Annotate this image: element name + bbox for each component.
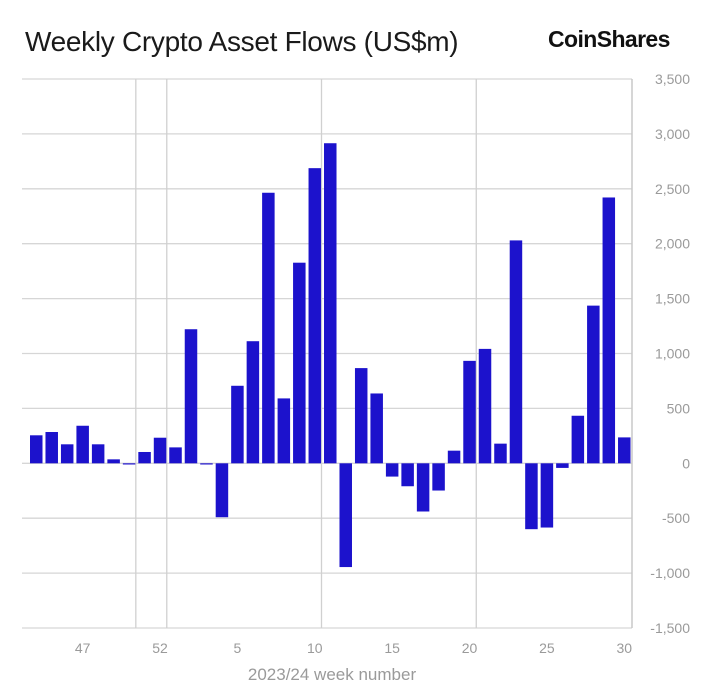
bar-week-23	[509, 240, 523, 464]
x-tick-label: 10	[307, 640, 323, 656]
x-tick-label: 20	[462, 640, 478, 656]
bar-week-19	[447, 450, 461, 464]
bar-week-1	[169, 447, 182, 464]
y-tick-label: -1,000	[650, 565, 690, 581]
y-tick-label: -1,500	[650, 620, 690, 636]
bar-week-45	[45, 432, 58, 464]
bar-week-11	[324, 143, 337, 464]
bar-week-25	[540, 463, 554, 528]
coinshares-logo: CoinShares	[548, 26, 670, 52]
bar-week-21	[478, 348, 492, 464]
bar-week-14	[370, 393, 383, 464]
bar-week-47	[76, 425, 89, 464]
bar-week-22	[494, 443, 507, 464]
bar-week-12	[339, 463, 352, 568]
bar-week-8	[277, 398, 291, 464]
bar-week-5	[231, 385, 244, 464]
bar-week-18	[432, 463, 445, 491]
bar-week-51	[138, 451, 151, 464]
y-tick-label: 1,000	[655, 346, 690, 362]
bar-week-46	[60, 444, 74, 464]
bar-week-7	[262, 192, 275, 464]
x-tick-label: 5	[234, 640, 242, 656]
y-tick-label: 3,500	[655, 71, 690, 87]
bar-week-3	[200, 463, 213, 465]
x-tick-label: 52	[152, 640, 168, 656]
bar-week-28	[587, 305, 600, 464]
bar-week-29	[602, 197, 616, 464]
chart-title: Weekly Crypto Asset Flows (US$m)	[25, 26, 459, 57]
x-tick-label: 25	[539, 640, 555, 656]
bar-week-30	[618, 437, 631, 464]
bar-week-52	[153, 437, 167, 464]
bar-week-16	[401, 463, 414, 487]
y-tick-label: 500	[667, 400, 691, 416]
y-tick-label: 1,500	[655, 291, 690, 307]
y-tick-label: 2,500	[655, 181, 690, 197]
bar-week-13	[354, 368, 368, 464]
bar-week-17	[416, 463, 430, 512]
y-tick-label: 3,000	[655, 126, 690, 142]
y-tick-label: 2,000	[655, 236, 690, 252]
y-tick-label: -500	[662, 510, 690, 526]
bar-week-20	[463, 360, 476, 464]
bar-week-50	[122, 463, 136, 465]
bar-week-49	[107, 459, 120, 464]
bar-week-10	[308, 168, 322, 464]
bar-week-44	[30, 435, 43, 464]
x-tick-label: 15	[384, 640, 400, 656]
bar-week-24	[525, 463, 538, 530]
bar-week-15	[385, 463, 399, 477]
x-tick-label: 47	[75, 640, 91, 656]
bar-week-26	[556, 463, 569, 468]
bar-week-6	[246, 341, 260, 464]
x-axis-label: 2023/24 week number	[248, 665, 417, 684]
bar-week-48	[91, 444, 105, 464]
x-tick-label: 30	[616, 640, 632, 656]
bar-week-27	[571, 415, 585, 464]
y-tick-label: 0	[682, 455, 690, 471]
bar-week-4	[215, 463, 229, 518]
bar-week-9	[293, 262, 306, 464]
bar-week-2	[184, 329, 198, 464]
